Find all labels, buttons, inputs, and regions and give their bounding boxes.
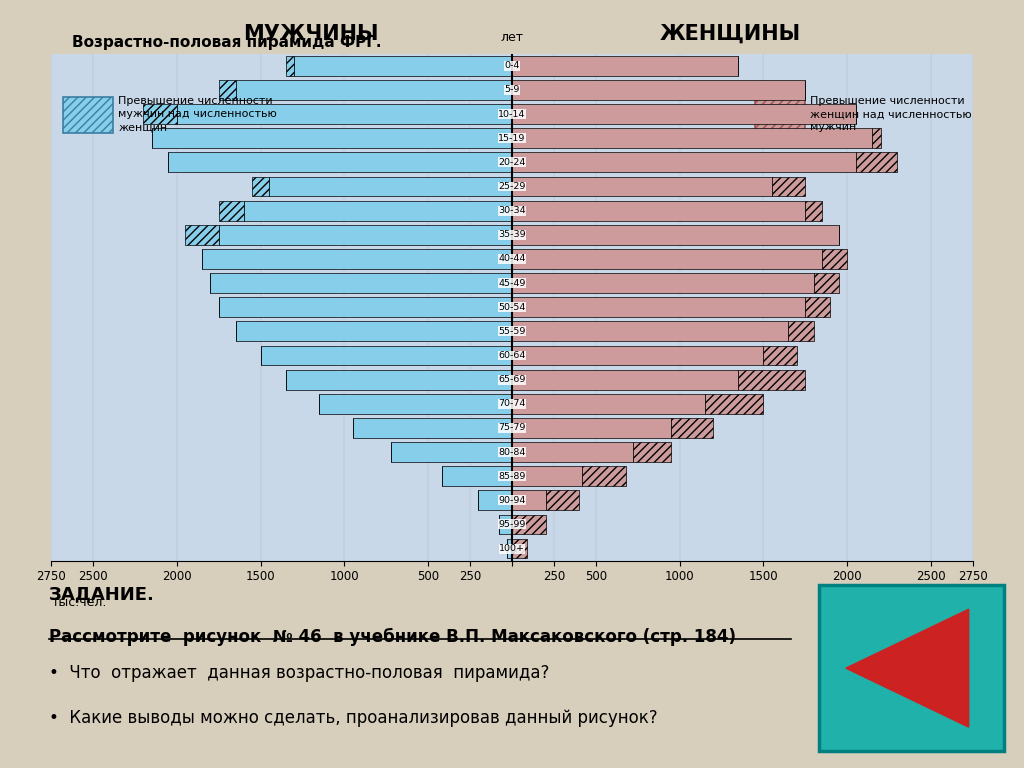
Bar	[244, 200, 512, 220]
Text: 55-59: 55-59	[499, 327, 525, 336]
Text: 0-4: 0-4	[504, 61, 520, 71]
Text: 60-64: 60-64	[499, 351, 525, 360]
Text: ЗАДАНИЕ.: ЗАДАНИЕ.	[48, 585, 155, 603]
Bar	[252, 177, 269, 197]
Text: 80-84: 80-84	[499, 448, 525, 456]
Bar	[236, 80, 512, 100]
Bar	[855, 153, 897, 172]
Bar	[512, 128, 872, 148]
Bar	[512, 491, 546, 510]
Bar	[512, 322, 788, 341]
Bar	[236, 322, 512, 341]
Bar	[152, 128, 512, 148]
Bar	[210, 273, 512, 293]
Text: 35-39: 35-39	[499, 230, 525, 240]
Bar	[219, 80, 236, 100]
Text: 75-79: 75-79	[499, 423, 525, 432]
Bar	[512, 225, 839, 245]
Text: 40-44: 40-44	[499, 254, 525, 263]
Text: Возрастно-половая пирамида ФРГ.: Возрастно-половая пирамида ФРГ.	[72, 35, 381, 50]
Bar	[814, 273, 839, 293]
Bar	[62, 98, 114, 134]
Text: Превышение численности
мужчин над численностью
женщин: Превышение численности мужчин над числен…	[118, 96, 276, 132]
Bar	[583, 466, 626, 486]
Text: 95-99: 95-99	[499, 520, 525, 529]
Text: 20-24: 20-24	[499, 158, 525, 167]
Bar	[763, 346, 797, 366]
Bar	[822, 249, 847, 269]
Bar	[671, 418, 713, 438]
Bar	[512, 418, 671, 438]
Bar	[353, 418, 512, 438]
Bar	[507, 538, 512, 558]
Text: 10-14: 10-14	[499, 110, 525, 118]
Bar	[441, 466, 512, 486]
Bar	[177, 104, 512, 124]
Bar	[143, 104, 177, 124]
Polygon shape	[846, 609, 969, 727]
Bar	[512, 80, 805, 100]
Bar	[512, 177, 772, 197]
Bar	[219, 225, 512, 245]
Bar	[805, 200, 822, 220]
Bar	[185, 225, 219, 245]
Bar	[512, 104, 855, 124]
Bar	[772, 177, 805, 197]
Bar	[261, 346, 512, 366]
Bar	[512, 369, 738, 389]
Text: 50-54: 50-54	[499, 303, 525, 312]
Text: лет: лет	[501, 31, 523, 44]
Bar	[512, 394, 705, 414]
Bar	[202, 249, 512, 269]
Text: ЖЕНЩИНЫ: ЖЕНЩИНЫ	[659, 24, 801, 44]
Bar	[499, 515, 512, 535]
Bar	[788, 322, 814, 341]
Text: Рассмотрите  рисунок  № 46  в учебнике В.П. Максаковского (стр. 184): Рассмотрите рисунок № 46 в учебнике В.П.…	[48, 627, 735, 646]
Text: •  Какие выводы можно сделать, проанализировав данный рисунок?: • Какие выводы можно сделать, проанализи…	[48, 709, 657, 727]
Bar	[319, 394, 512, 414]
Text: тыс.чел.: тыс.чел.	[51, 596, 106, 609]
Bar	[512, 515, 546, 535]
Bar	[269, 177, 512, 197]
Bar	[169, 153, 512, 172]
Bar	[512, 56, 738, 76]
Bar	[512, 249, 822, 269]
Bar	[633, 442, 671, 462]
Bar	[219, 200, 244, 220]
Text: 90-94: 90-94	[499, 496, 525, 505]
Bar	[705, 394, 763, 414]
Bar	[512, 153, 855, 172]
Bar	[805, 297, 830, 317]
Text: тыс.чел.: тыс.чел.	[918, 596, 973, 609]
Bar	[512, 466, 583, 486]
Text: 5-9: 5-9	[504, 85, 520, 94]
Bar	[512, 442, 633, 462]
Bar	[755, 98, 805, 134]
Text: •  Что  отражает  данная возрастно-половая  пирамида?: • Что отражает данная возрастно-половая …	[48, 664, 549, 683]
Text: Превышение численности
женщин над численностью
мужчин: Превышение численности женщин над числен…	[810, 96, 972, 132]
Bar	[738, 369, 805, 389]
Text: 45-49: 45-49	[499, 279, 525, 287]
Bar	[219, 297, 512, 317]
Bar	[294, 56, 512, 76]
Bar	[391, 442, 512, 462]
Text: 15-19: 15-19	[499, 134, 525, 143]
Bar	[512, 346, 763, 366]
Bar	[478, 491, 512, 510]
Text: 70-74: 70-74	[499, 399, 525, 409]
Bar	[512, 200, 805, 220]
Text: 30-34: 30-34	[499, 206, 525, 215]
Bar	[286, 56, 294, 76]
Text: 25-29: 25-29	[499, 182, 525, 191]
Bar	[872, 128, 881, 148]
Bar	[546, 491, 579, 510]
Text: 100+: 100+	[499, 544, 525, 553]
Bar	[512, 297, 805, 317]
Text: 85-89: 85-89	[499, 472, 525, 481]
Bar	[512, 273, 814, 293]
Bar	[286, 369, 512, 389]
Bar	[512, 538, 527, 558]
Text: МУЖЧИНЫ: МУЖЧИНЫ	[243, 24, 379, 44]
Text: 65-69: 65-69	[499, 375, 525, 384]
